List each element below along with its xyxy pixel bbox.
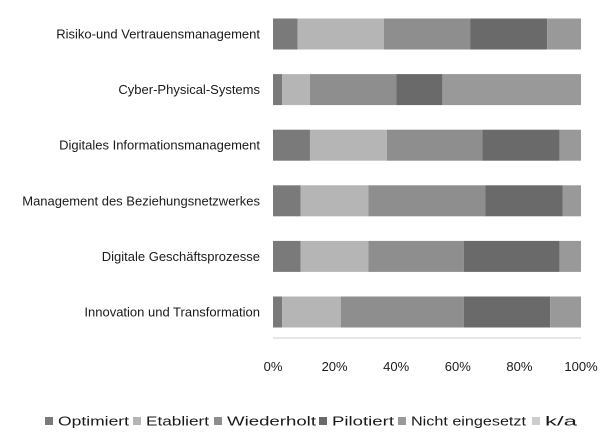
legend-label: Optimiert [58, 414, 130, 429]
bar-segment [300, 185, 369, 217]
bar-segment [463, 240, 560, 272]
bar-segment [273, 18, 298, 50]
bars-layer [273, 18, 581, 328]
bar-segment [273, 129, 310, 161]
bar-segment [282, 74, 310, 106]
bar-segment [297, 18, 384, 50]
x-tick-label: 20% [322, 359, 348, 374]
x-tick-label: 60% [445, 359, 471, 374]
bar-segment [442, 74, 581, 106]
bar-segment [559, 129, 581, 161]
bar-segment [273, 74, 283, 106]
legend-swatch [398, 417, 406, 425]
x-axis: 0% 20% 40% 60% 80% 100% [264, 337, 598, 374]
bar-segment [309, 74, 397, 106]
legend-label: Nicht eingesetzt [411, 414, 526, 429]
bar-segment [470, 18, 548, 50]
bar-segment [463, 296, 551, 328]
category-label: Digitale Geschäftsprozesse [102, 249, 260, 264]
bar-segment [273, 296, 283, 328]
category-label: Risiko-und Vertrauensmanagement [56, 27, 260, 42]
category-label: Digitales Informationsmanagement [59, 138, 260, 153]
bar-segment [383, 18, 471, 50]
x-tick-label: 40% [383, 359, 409, 374]
bar-segment [485, 185, 563, 217]
category-labels: Risiko-und Vertrauensmanagement Cyber-Phy… [22, 27, 260, 320]
bar-segment [386, 129, 483, 161]
legend-label: Pilotiert [332, 414, 395, 429]
bar-segment [559, 240, 581, 272]
legend-swatch [319, 417, 327, 425]
x-tick-label: 100% [564, 359, 598, 374]
bar-segment [368, 240, 464, 272]
bar-segment [273, 240, 301, 272]
bar-segment [309, 129, 387, 161]
legend-swatch [532, 417, 540, 425]
bar-segment [562, 185, 581, 217]
legend-label: Wiederholt [227, 414, 317, 429]
bar-segment [273, 185, 301, 217]
legend: Optimiert Etabliert Wiederholt Pilotiert Nic… [45, 414, 578, 429]
category-label: Innovation und Transformation [84, 305, 260, 320]
bar-segment [282, 296, 341, 328]
x-tick-label: 0% [264, 359, 283, 374]
legend-label: k/a [545, 414, 578, 429]
bar-segment [340, 296, 464, 328]
bar-segment [368, 185, 486, 217]
legend-label: Etabliert [146, 414, 209, 429]
bar-segment [547, 18, 581, 50]
bar-segment [550, 296, 581, 328]
legend-swatch [214, 417, 222, 425]
legend-swatch [133, 417, 141, 425]
bar-segment [482, 129, 560, 161]
legend-swatch [45, 417, 53, 425]
x-tick-label: 80% [506, 359, 532, 374]
bar-segment [300, 240, 369, 272]
category-label: Management des Beziehungsnetzwerkes [22, 193, 260, 208]
bar-segment [396, 74, 443, 106]
category-label: Cyber-Physical-Systems [118, 82, 260, 97]
